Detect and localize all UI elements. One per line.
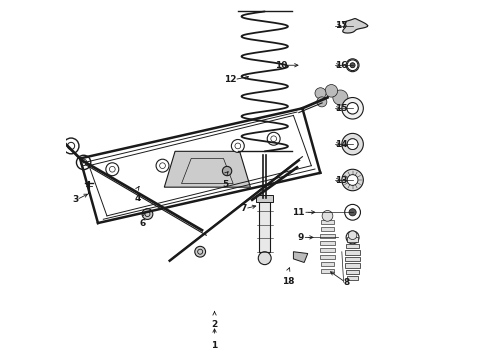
- Circle shape: [350, 235, 355, 239]
- Text: 18: 18: [282, 277, 294, 286]
- Circle shape: [348, 231, 357, 239]
- Circle shape: [322, 211, 333, 221]
- Circle shape: [195, 246, 205, 257]
- Text: 12: 12: [223, 75, 236, 84]
- Text: 5: 5: [222, 180, 228, 189]
- Bar: [346, 270, 359, 274]
- Circle shape: [333, 90, 348, 105]
- Circle shape: [258, 252, 271, 265]
- Circle shape: [347, 139, 358, 149]
- Bar: [345, 250, 360, 255]
- Circle shape: [317, 97, 327, 107]
- Bar: [259, 198, 270, 252]
- Bar: [344, 257, 361, 261]
- Circle shape: [347, 103, 358, 114]
- Text: 2: 2: [211, 320, 218, 329]
- Circle shape: [349, 209, 356, 216]
- Circle shape: [231, 139, 245, 152]
- Circle shape: [63, 138, 79, 154]
- Circle shape: [342, 134, 364, 155]
- Polygon shape: [294, 252, 308, 262]
- Text: 17: 17: [335, 21, 347, 30]
- Bar: [321, 269, 334, 273]
- Text: 8: 8: [343, 278, 350, 287]
- Bar: [347, 237, 358, 242]
- Circle shape: [142, 209, 153, 220]
- Polygon shape: [343, 19, 368, 33]
- Bar: [321, 220, 334, 225]
- Bar: [347, 276, 358, 280]
- Circle shape: [222, 166, 232, 176]
- Text: 9: 9: [298, 233, 304, 242]
- Circle shape: [342, 98, 364, 119]
- Circle shape: [315, 88, 326, 99]
- Bar: [321, 227, 334, 231]
- Bar: [346, 244, 359, 248]
- Bar: [320, 234, 335, 238]
- Circle shape: [76, 155, 91, 170]
- Bar: [345, 263, 360, 267]
- Circle shape: [342, 169, 364, 191]
- Bar: [320, 241, 335, 246]
- Text: 11: 11: [293, 208, 305, 217]
- Text: 13: 13: [335, 176, 347, 185]
- Circle shape: [350, 63, 355, 67]
- Circle shape: [106, 163, 119, 176]
- Bar: [321, 262, 334, 266]
- Text: 6: 6: [140, 220, 146, 229]
- Circle shape: [267, 132, 280, 145]
- Circle shape: [347, 175, 358, 185]
- Bar: [320, 248, 335, 252]
- Text: 14: 14: [335, 140, 347, 149]
- Polygon shape: [164, 151, 250, 187]
- Text: 16: 16: [335, 61, 347, 70]
- Bar: [256, 195, 273, 202]
- Text: 10: 10: [274, 61, 287, 70]
- Bar: [320, 255, 335, 259]
- Circle shape: [350, 63, 355, 68]
- Text: 4: 4: [134, 194, 141, 203]
- Circle shape: [156, 159, 169, 172]
- Circle shape: [325, 85, 338, 97]
- Text: 15: 15: [335, 104, 347, 113]
- Text: 1: 1: [211, 341, 218, 350]
- Text: 7: 7: [241, 204, 247, 213]
- Text: 3: 3: [72, 195, 78, 204]
